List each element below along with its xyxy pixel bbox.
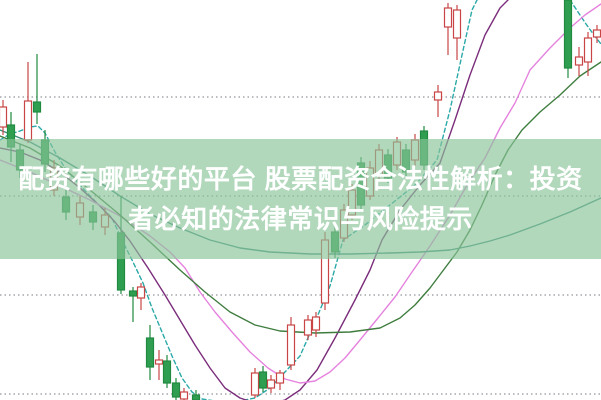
candle-down (191, 394, 201, 400)
candle-up (23, 100, 33, 141)
candle-down (162, 360, 172, 384)
candle-up (443, 7, 453, 28)
candle-up (136, 286, 146, 299)
candle-up (266, 379, 276, 389)
candle-up (154, 359, 164, 365)
candle-up (311, 316, 321, 331)
candle-down (32, 101, 42, 113)
candle-up (433, 91, 443, 101)
candle-up (0, 106, 8, 128)
candle-up (275, 372, 285, 384)
candle-up (250, 372, 260, 396)
candle-down (258, 371, 268, 389)
candle-up (452, 9, 462, 39)
ma-short-teal-dashed-right (569, 0, 601, 45)
candle-up (592, 29, 601, 38)
candle-up (583, 37, 593, 63)
candle-up (303, 319, 313, 336)
candle-down (171, 382, 181, 398)
headline-line-1: 配资有哪些好的平台 股票配资合法性解析：投资 (18, 164, 583, 194)
candle-up (574, 56, 584, 66)
candle-up (286, 324, 296, 366)
candle-down (563, 0, 573, 69)
headline-banner: 配资有哪些好的平台 股票配资合法性解析：投资 者必知的法律常识与风险提示 (0, 139, 601, 259)
headline-line-2: 者必知的法律常识与风险提示 (128, 204, 473, 234)
candle-up (179, 391, 189, 400)
candle-down (128, 290, 138, 297)
candle-down (145, 337, 155, 368)
